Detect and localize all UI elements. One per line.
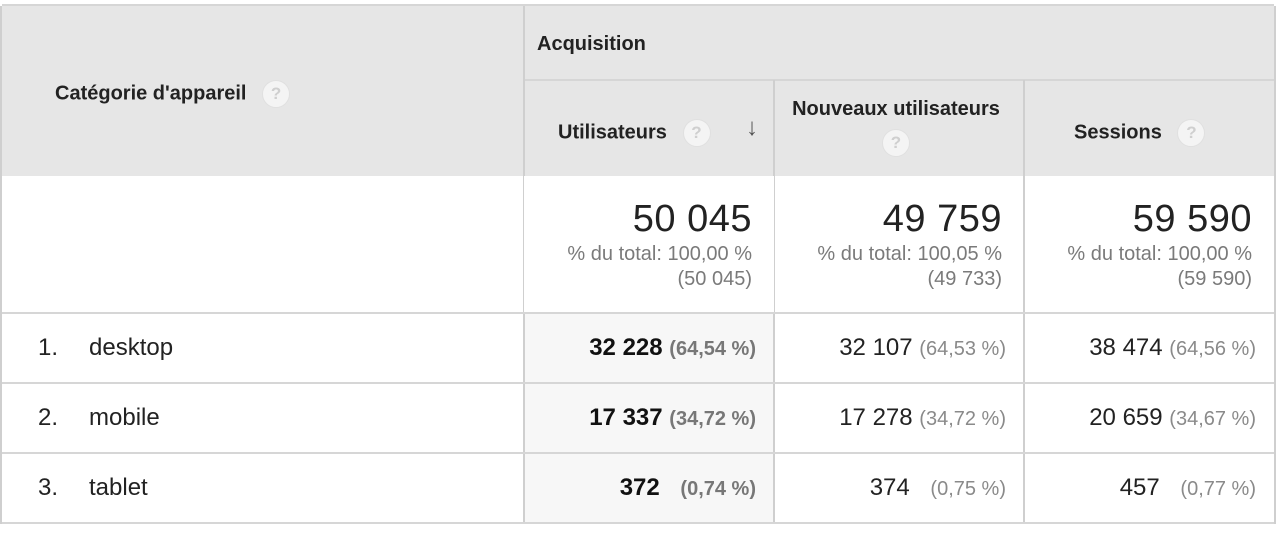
- row-divider: [2, 382, 1274, 384]
- users-column-header[interactable]: Utilisateurs ?: [558, 119, 711, 147]
- column-divider: [1023, 80, 1025, 524]
- new-users-column-label: Nouveaux utilisateurs: [792, 98, 1000, 120]
- new-users-column-header[interactable]: Nouveaux utilisateurs ?: [788, 98, 1004, 157]
- users-percent: (0,74 %): [680, 478, 756, 500]
- row-divider: [2, 452, 1274, 454]
- table-header: [2, 6, 1274, 176]
- users-percent: (64,54 %): [669, 338, 756, 360]
- row-number: 3.: [38, 474, 59, 501]
- table-bottom-border: [2, 522, 1274, 524]
- sessions-count: 38 474: [1089, 334, 1163, 361]
- sessions-value: 457 (0,77 %): [1120, 474, 1256, 502]
- totals-percent: % du total: 100,00 % (50 045): [567, 242, 752, 292]
- users-count: 372: [619, 474, 660, 501]
- totals-new-users: 49 759 % du total: 100,05 % (49 733): [774, 176, 1024, 312]
- sessions-value: 20 659 (34,67 %): [1089, 404, 1256, 432]
- dimension-header[interactable]: Catégorie d'appareil ?: [55, 80, 291, 108]
- new-users-count: 374: [869, 474, 910, 501]
- sessions-column-header[interactable]: Sessions ?: [1074, 119, 1206, 147]
- totals-percent: % du total: 100,00 % (59 590): [1067, 242, 1252, 292]
- users-percent: (34,72 %): [669, 408, 756, 430]
- column-divider: [773, 80, 775, 524]
- help-icon[interactable]: ?: [1177, 119, 1206, 147]
- users-value: 372 (0,74 %): [620, 474, 756, 502]
- totals-percent-line: % du total: 100,05 %: [817, 243, 1002, 265]
- sessions-count: 20 659: [1089, 404, 1163, 431]
- users-count: 17 337: [589, 404, 663, 431]
- table-top-border: [2, 4, 1274, 6]
- totals-row: 50 045 % du total: 100,00 % (50 045) 49 …: [2, 176, 1274, 312]
- totals-absolute-line: (50 045): [677, 268, 753, 290]
- acquisition-group-header: Acquisition: [537, 33, 646, 55]
- help-icon[interactable]: ?: [682, 119, 711, 147]
- sessions-column-label: Sessions: [1074, 121, 1162, 144]
- group-divider: [524, 79, 1274, 81]
- new-users-value: 32 107 (64,53 %): [839, 334, 1006, 362]
- sessions-percent: (64,56 %): [1169, 338, 1256, 360]
- new-users-count: 32 107: [839, 334, 913, 361]
- row-number: 2.: [38, 404, 59, 431]
- sessions-value: 38 474 (64,56 %): [1089, 334, 1256, 362]
- table-left-border: [0, 6, 2, 524]
- row-divider: [2, 312, 1274, 314]
- new-users-value: 17 278 (34,72 %): [839, 404, 1006, 432]
- device-category-link[interactable]: desktop: [89, 334, 174, 361]
- new-users-percent: (34,72 %): [919, 408, 1006, 430]
- totals-percent-line: % du total: 100,00 %: [567, 243, 752, 265]
- device-category-link[interactable]: mobile: [89, 404, 160, 431]
- sort-descending-icon[interactable]: ↓: [746, 114, 758, 141]
- sessions-percent: (0,77 %): [1180, 478, 1256, 500]
- table-row[interactable]: 2. mobile 17 337 (34,72 %) 17 278 (34,72…: [2, 384, 1274, 452]
- device-category-link[interactable]: tablet: [89, 474, 148, 501]
- totals-absolute-line: (49 733): [927, 268, 1003, 290]
- new-users-percent: (64,53 %): [919, 338, 1006, 360]
- new-users-percent: (0,75 %): [930, 478, 1006, 500]
- totals-users: 50 045 % du total: 100,00 % (50 045): [524, 176, 774, 312]
- totals-absolute-line: (59 590): [1177, 268, 1253, 290]
- totals-sessions: 59 590 % du total: 100,00 % (59 590): [1024, 176, 1274, 312]
- table-right-border: [1274, 6, 1276, 524]
- new-users-value: 374 (0,75 %): [870, 474, 1006, 502]
- help-icon[interactable]: ?: [262, 80, 291, 108]
- sessions-percent: (34,67 %): [1169, 408, 1256, 430]
- sorted-column-shading: [525, 314, 773, 524]
- totals-percent: % du total: 100,05 % (49 733): [817, 242, 1002, 292]
- totals-value: 50 045: [632, 198, 752, 240]
- totals-percent-line: % du total: 100,00 %: [1067, 243, 1252, 265]
- totals-value: 59 590: [1132, 198, 1252, 240]
- users-column-label: Utilisateurs: [558, 121, 667, 144]
- users-value: 17 337 (34,72 %): [589, 404, 756, 432]
- row-number: 1.: [38, 334, 59, 361]
- sessions-count: 457: [1119, 474, 1160, 501]
- new-users-count: 17 278: [839, 404, 913, 431]
- table-row[interactable]: 1. desktop 32 228 (64,54 %) 32 107 (64,5…: [2, 314, 1274, 382]
- users-value: 32 228 (64,54 %): [589, 334, 756, 362]
- dimension-header-label: Catégorie d'appareil: [55, 82, 247, 105]
- users-count: 32 228: [589, 334, 663, 361]
- totals-value: 49 759: [882, 198, 1002, 240]
- table-row[interactable]: 3. tablet 372 (0,74 %) 374 (0,75 %) 457 …: [2, 454, 1274, 522]
- help-icon[interactable]: ?: [882, 129, 910, 157]
